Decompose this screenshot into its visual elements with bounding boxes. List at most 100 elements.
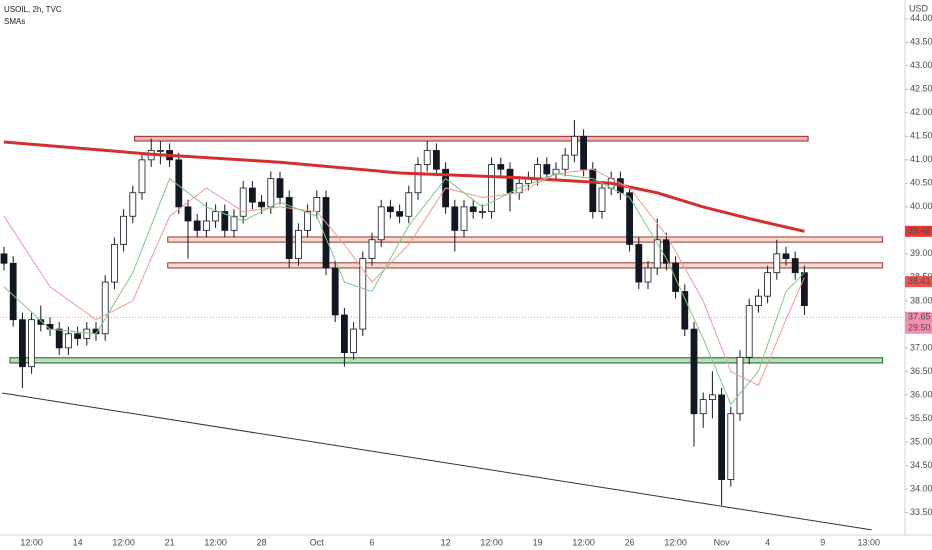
candle-body	[331, 267, 339, 316]
price-zone	[167, 236, 884, 243]
candle-body	[745, 305, 753, 358]
x-tick-label: 6	[369, 537, 374, 547]
candle-body	[9, 262, 17, 321]
candle-body	[65, 333, 72, 349]
candle-body	[294, 229, 302, 259]
candle-body	[276, 178, 284, 198]
candle-body	[478, 211, 486, 213]
candle-body	[801, 272, 808, 306]
candle-body	[202, 220, 210, 231]
candle-body	[230, 215, 238, 231]
x-tick-label: 12	[441, 537, 451, 547]
y-tick-label: 42.00	[910, 107, 932, 117]
x-tick-label: 21	[165, 537, 175, 547]
zones	[9, 135, 884, 364]
x-tick-label: 14	[73, 537, 83, 547]
price-zone	[167, 262, 884, 269]
candle-body	[111, 244, 118, 283]
candle-body	[488, 164, 496, 212]
x-tick-label: 13:00	[858, 537, 881, 547]
axes: 33.50 34.00 34.50 35.00 35.50 36.00 36.50 37.00…	[20, 13, 932, 547]
candle-body	[690, 328, 698, 415]
candle-body	[368, 239, 376, 259]
y-tick-label: 39.00	[910, 248, 932, 258]
y-tick-label: 40.00	[910, 201, 932, 211]
candle-body	[340, 314, 348, 353]
candle-body	[653, 239, 661, 269]
price-label: 37.65	[908, 312, 931, 322]
candle-body	[791, 258, 799, 274]
candle-body	[672, 262, 679, 292]
x-tick-label: 19	[533, 537, 543, 547]
candle-body	[709, 394, 716, 401]
candle-body	[304, 211, 312, 231]
x-tick-label: 12:00	[112, 537, 135, 547]
candle-body	[221, 211, 229, 231]
candle-body	[267, 178, 275, 208]
candle-body	[156, 150, 164, 152]
y-tick-label: 33.50	[910, 507, 932, 517]
price-label: 38.41	[908, 276, 931, 286]
y-tick-label: 43.00	[910, 60, 932, 70]
trendline	[2, 392, 872, 531]
candle-body	[212, 211, 220, 222]
candle-body	[28, 319, 36, 368]
price-label-bg	[905, 276, 932, 288]
candle-body	[571, 135, 578, 156]
y-tick-label: 34.50	[910, 460, 932, 470]
symbol-title: USOIL, 2h, TVC	[4, 5, 62, 14]
candle-body	[497, 164, 505, 170]
candle-body	[469, 206, 477, 212]
candle-body	[138, 159, 146, 194]
y-tick-label: 37.00	[910, 342, 932, 352]
candle-body	[101, 281, 109, 335]
x-tick-label: 26	[625, 537, 635, 547]
candle-body	[727, 413, 735, 480]
candle-body	[396, 211, 404, 217]
x-tick-label: 9	[820, 537, 825, 547]
y-tick-label: 41.00	[910, 154, 932, 164]
candle-body	[543, 164, 551, 175]
x-tick-label: 12:00	[664, 537, 687, 547]
x-tick-label: 12:00	[20, 537, 43, 547]
x-tick-label: 12:00	[204, 537, 227, 547]
candle-body	[764, 272, 771, 297]
candle-body	[322, 197, 330, 269]
candle-body	[285, 197, 293, 259]
lines	[0, 316, 905, 531]
candle-body	[120, 215, 127, 245]
candle-body	[248, 187, 256, 203]
candle-body	[184, 206, 192, 222]
y-tick-label: 44.00	[910, 13, 932, 23]
countdown: 29:50	[908, 323, 931, 333]
x-tick-label: Nov	[714, 537, 731, 547]
candle-body	[129, 192, 137, 217]
candle-body	[414, 164, 422, 194]
candle-body	[635, 244, 643, 283]
candle-body	[580, 135, 587, 170]
candle-body	[258, 201, 266, 208]
y-tick-label: 34.00	[910, 483, 932, 493]
x-tick-label: Oct	[310, 537, 325, 547]
candle-body	[460, 206, 468, 231]
y-tick-label: 43.50	[910, 37, 932, 47]
price-zone	[9, 357, 884, 364]
candle-body	[313, 197, 321, 212]
candle-body	[451, 206, 459, 231]
candle-body	[589, 168, 597, 212]
x-tick-label: 4	[765, 537, 770, 547]
candle-body	[432, 150, 440, 170]
currency: USD	[909, 3, 929, 13]
candle-body	[0, 253, 8, 264]
price-zone	[134, 135, 809, 142]
y-tick-label: 36.50	[910, 366, 932, 376]
candle-body	[626, 192, 633, 245]
price-label-bg	[905, 225, 932, 237]
indicator-name: SMAs	[4, 17, 25, 26]
candle-body	[74, 333, 81, 339]
candle-body	[193, 220, 201, 231]
candle-body	[598, 187, 606, 212]
moving-averages	[3, 140, 805, 406]
